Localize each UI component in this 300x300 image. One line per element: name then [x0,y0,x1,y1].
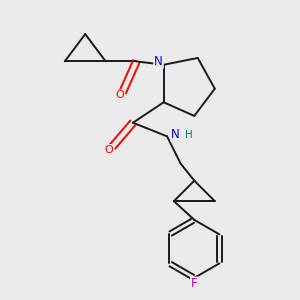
Text: N: N [154,55,163,68]
Text: O: O [115,91,124,100]
Text: H: H [185,130,193,140]
Text: F: F [191,278,198,290]
Text: N: N [171,128,180,141]
Text: O: O [105,145,113,155]
